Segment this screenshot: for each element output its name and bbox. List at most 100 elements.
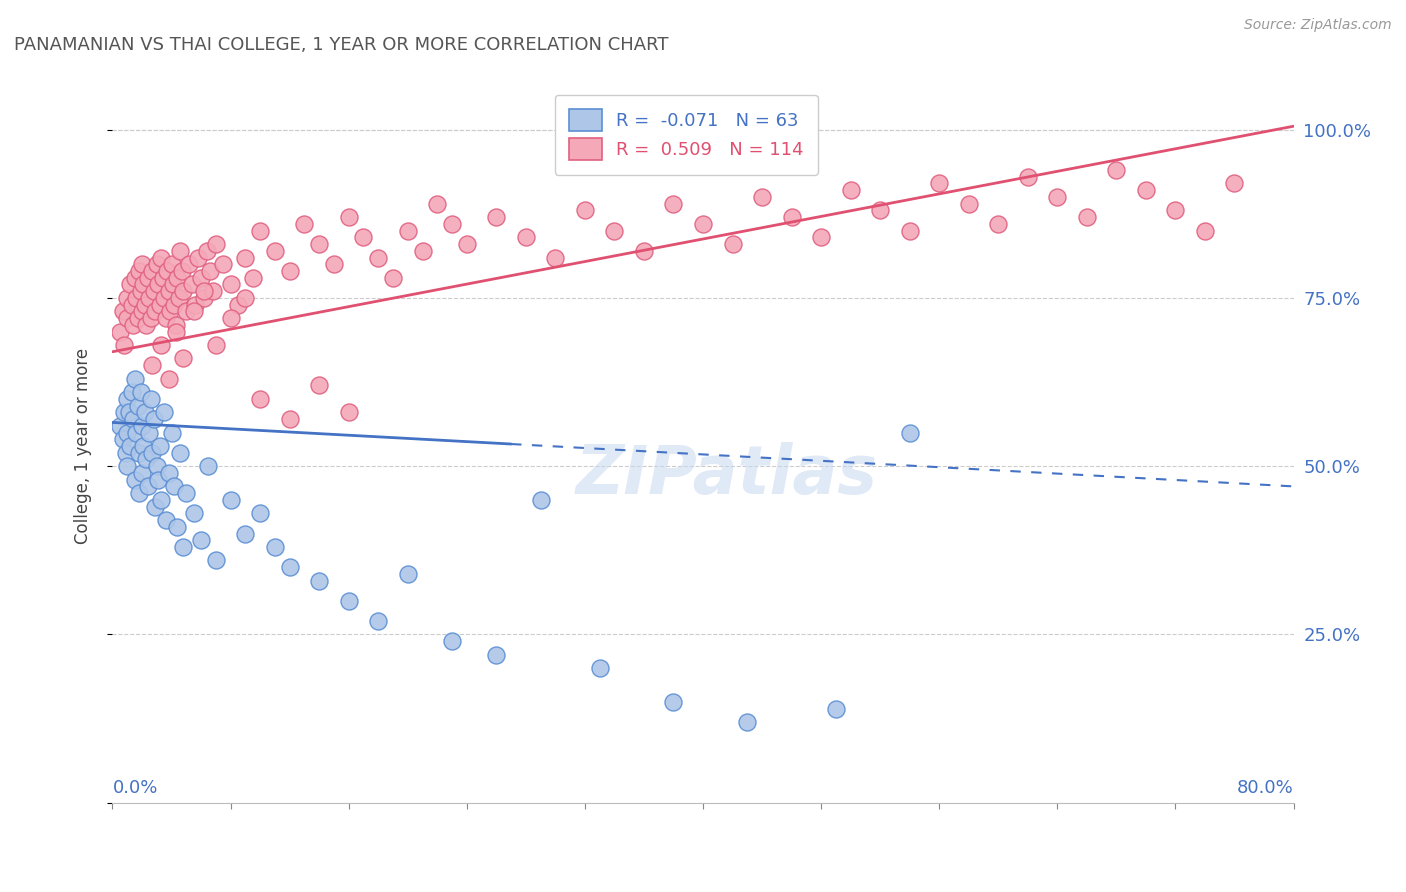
Point [157,466,180,480]
Point [544,251,567,265]
Point [112,405,135,419]
Point [352,230,374,244]
Point [167,291,190,305]
Point [337,210,360,224]
Point [155,311,177,326]
Point [138,291,160,305]
Point [163,479,186,493]
Point [249,392,271,406]
Point [155,513,177,527]
Point [124,473,146,487]
Point [150,338,173,352]
Point [485,210,508,224]
Point [174,304,197,318]
Point [242,270,264,285]
Point [142,412,165,426]
Point [337,405,360,419]
Point [869,203,891,218]
Point [117,392,138,406]
Point [150,251,173,265]
Point [135,452,157,467]
Point [165,318,187,332]
Point [308,574,330,588]
Point [737,714,759,729]
Point [233,251,256,265]
Point [219,492,242,507]
Point [824,701,846,715]
Point [149,439,172,453]
Point [139,311,162,326]
Point [201,284,224,298]
Point [141,264,163,278]
Point [780,210,803,224]
Point [143,304,166,318]
Point [139,392,162,406]
Point [118,405,141,419]
Point [160,257,183,271]
Point [172,284,194,298]
Point [441,217,464,231]
Point [159,304,181,318]
Point [184,298,207,312]
Point [212,257,235,271]
Point [148,277,170,292]
Text: 80.0%: 80.0% [1237,780,1294,797]
Point [127,399,149,413]
Point [839,183,862,197]
Point [264,244,287,258]
Point [125,425,148,440]
Point [148,473,170,487]
Point [174,486,197,500]
Point [157,372,180,386]
Point [396,566,419,581]
Point [169,244,191,258]
Point [134,405,156,419]
Point [205,237,228,252]
Point [1223,177,1246,191]
Point [141,446,163,460]
Point [292,217,315,231]
Point [150,492,173,507]
Point [226,298,249,312]
Point [117,291,138,305]
Point [249,223,271,237]
Point [166,520,188,534]
Point [131,257,153,271]
Point [179,257,201,271]
Point [141,358,163,372]
Point [157,284,180,298]
Point [117,459,138,474]
Point [308,378,330,392]
Point [411,244,433,258]
Point [193,291,215,305]
Point [131,304,153,318]
Point [195,244,218,258]
Point [181,277,204,292]
Point [121,298,143,312]
Point [125,291,148,305]
Point [131,418,153,433]
Point [751,190,773,204]
Point [603,223,626,237]
Point [987,217,1010,231]
Point [1017,169,1039,184]
Point [132,277,155,292]
Point [160,425,183,440]
Point [205,553,228,567]
Point [278,412,301,426]
Point [662,196,685,211]
Point [122,318,145,332]
Point [129,284,152,298]
Point [111,432,134,446]
Point [124,372,146,386]
Point [233,526,256,541]
Point [396,223,419,237]
Point [122,412,145,426]
Point [142,284,165,298]
Point [134,298,156,312]
Point [205,338,228,352]
Point [138,425,160,440]
Point [108,325,131,339]
Point [120,277,142,292]
Point [146,459,169,474]
